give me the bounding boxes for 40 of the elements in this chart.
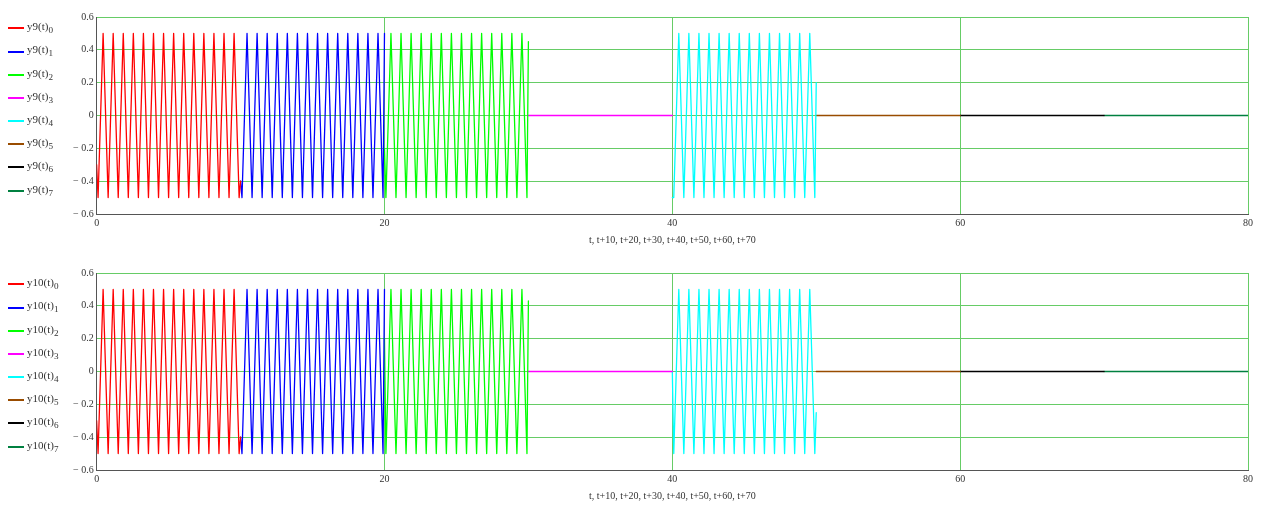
legend-label: y10(t)$_{5}$ bbox=[27, 392, 59, 409]
legend-label: y10(t)$_{3}$ bbox=[27, 345, 59, 362]
y-tick-label: − 0.4 bbox=[73, 430, 94, 442]
legend-label: y9(t)$_{7}$ bbox=[27, 182, 53, 199]
legend-label: y10(t)$_{2}$ bbox=[27, 322, 59, 339]
y-tick-label: − 0.2 bbox=[73, 141, 94, 153]
legend-label: y9(t)$_{5}$ bbox=[27, 136, 53, 153]
y-tick-label: 0 bbox=[88, 365, 94, 377]
x-tick-label: 60 bbox=[955, 472, 966, 484]
legend-label: y9(t)$_{1}$ bbox=[27, 43, 53, 60]
y-tick-label: 0.2 bbox=[81, 332, 94, 344]
x-axis-title: t, t+10, t+20, t+30, t+40, t+50, t+60, t+70 bbox=[588, 489, 756, 501]
legend-label: y10(t)$_{0}$ bbox=[27, 276, 59, 293]
y-tick-label: − 0.6 bbox=[73, 463, 94, 475]
y-tick-label: 0.4 bbox=[81, 299, 94, 311]
legend-label: y9(t)$_{3}$ bbox=[27, 89, 53, 106]
x-tick-label: 40 bbox=[667, 472, 678, 484]
x-tick-label: 40 bbox=[667, 216, 678, 228]
y-tick-label: − 0.2 bbox=[73, 397, 94, 409]
x-tick-label: 80 bbox=[1243, 472, 1253, 484]
legend-label: y9(t)$_{4}$ bbox=[27, 113, 53, 130]
legend-label: y9(t)$_{6}$ bbox=[27, 159, 53, 176]
x-tick-label: 60 bbox=[955, 216, 966, 228]
legend-label: y10(t)$_{6}$ bbox=[27, 415, 59, 432]
x-axis-title: t, t+10, t+20, t+30, t+40, t+50, t+60, t+70 bbox=[588, 233, 756, 245]
y-tick-label: 0.6 bbox=[81, 10, 94, 22]
y-tick-label: 0.4 bbox=[81, 43, 94, 55]
y-tick-label: − 0.6 bbox=[73, 207, 94, 219]
x-tick-label: 20 bbox=[379, 216, 390, 228]
x-tick-label: 20 bbox=[379, 472, 390, 484]
legend-label: y10(t)$_{7}$ bbox=[27, 438, 59, 455]
y-tick-label: 0.2 bbox=[81, 76, 94, 88]
y-tick-label: 0 bbox=[88, 109, 94, 121]
x-tick-label: 80 bbox=[1243, 216, 1253, 228]
y-tick-label: 0.6 bbox=[81, 266, 94, 278]
y-tick-label: − 0.4 bbox=[73, 174, 94, 186]
legend-label: y10(t)$_{4}$ bbox=[27, 369, 59, 386]
legend-label: y9(t)$_{0}$ bbox=[27, 20, 53, 37]
legend-label: y10(t)$_{1}$ bbox=[27, 299, 59, 316]
legend-label: y9(t)$_{2}$ bbox=[27, 66, 53, 83]
